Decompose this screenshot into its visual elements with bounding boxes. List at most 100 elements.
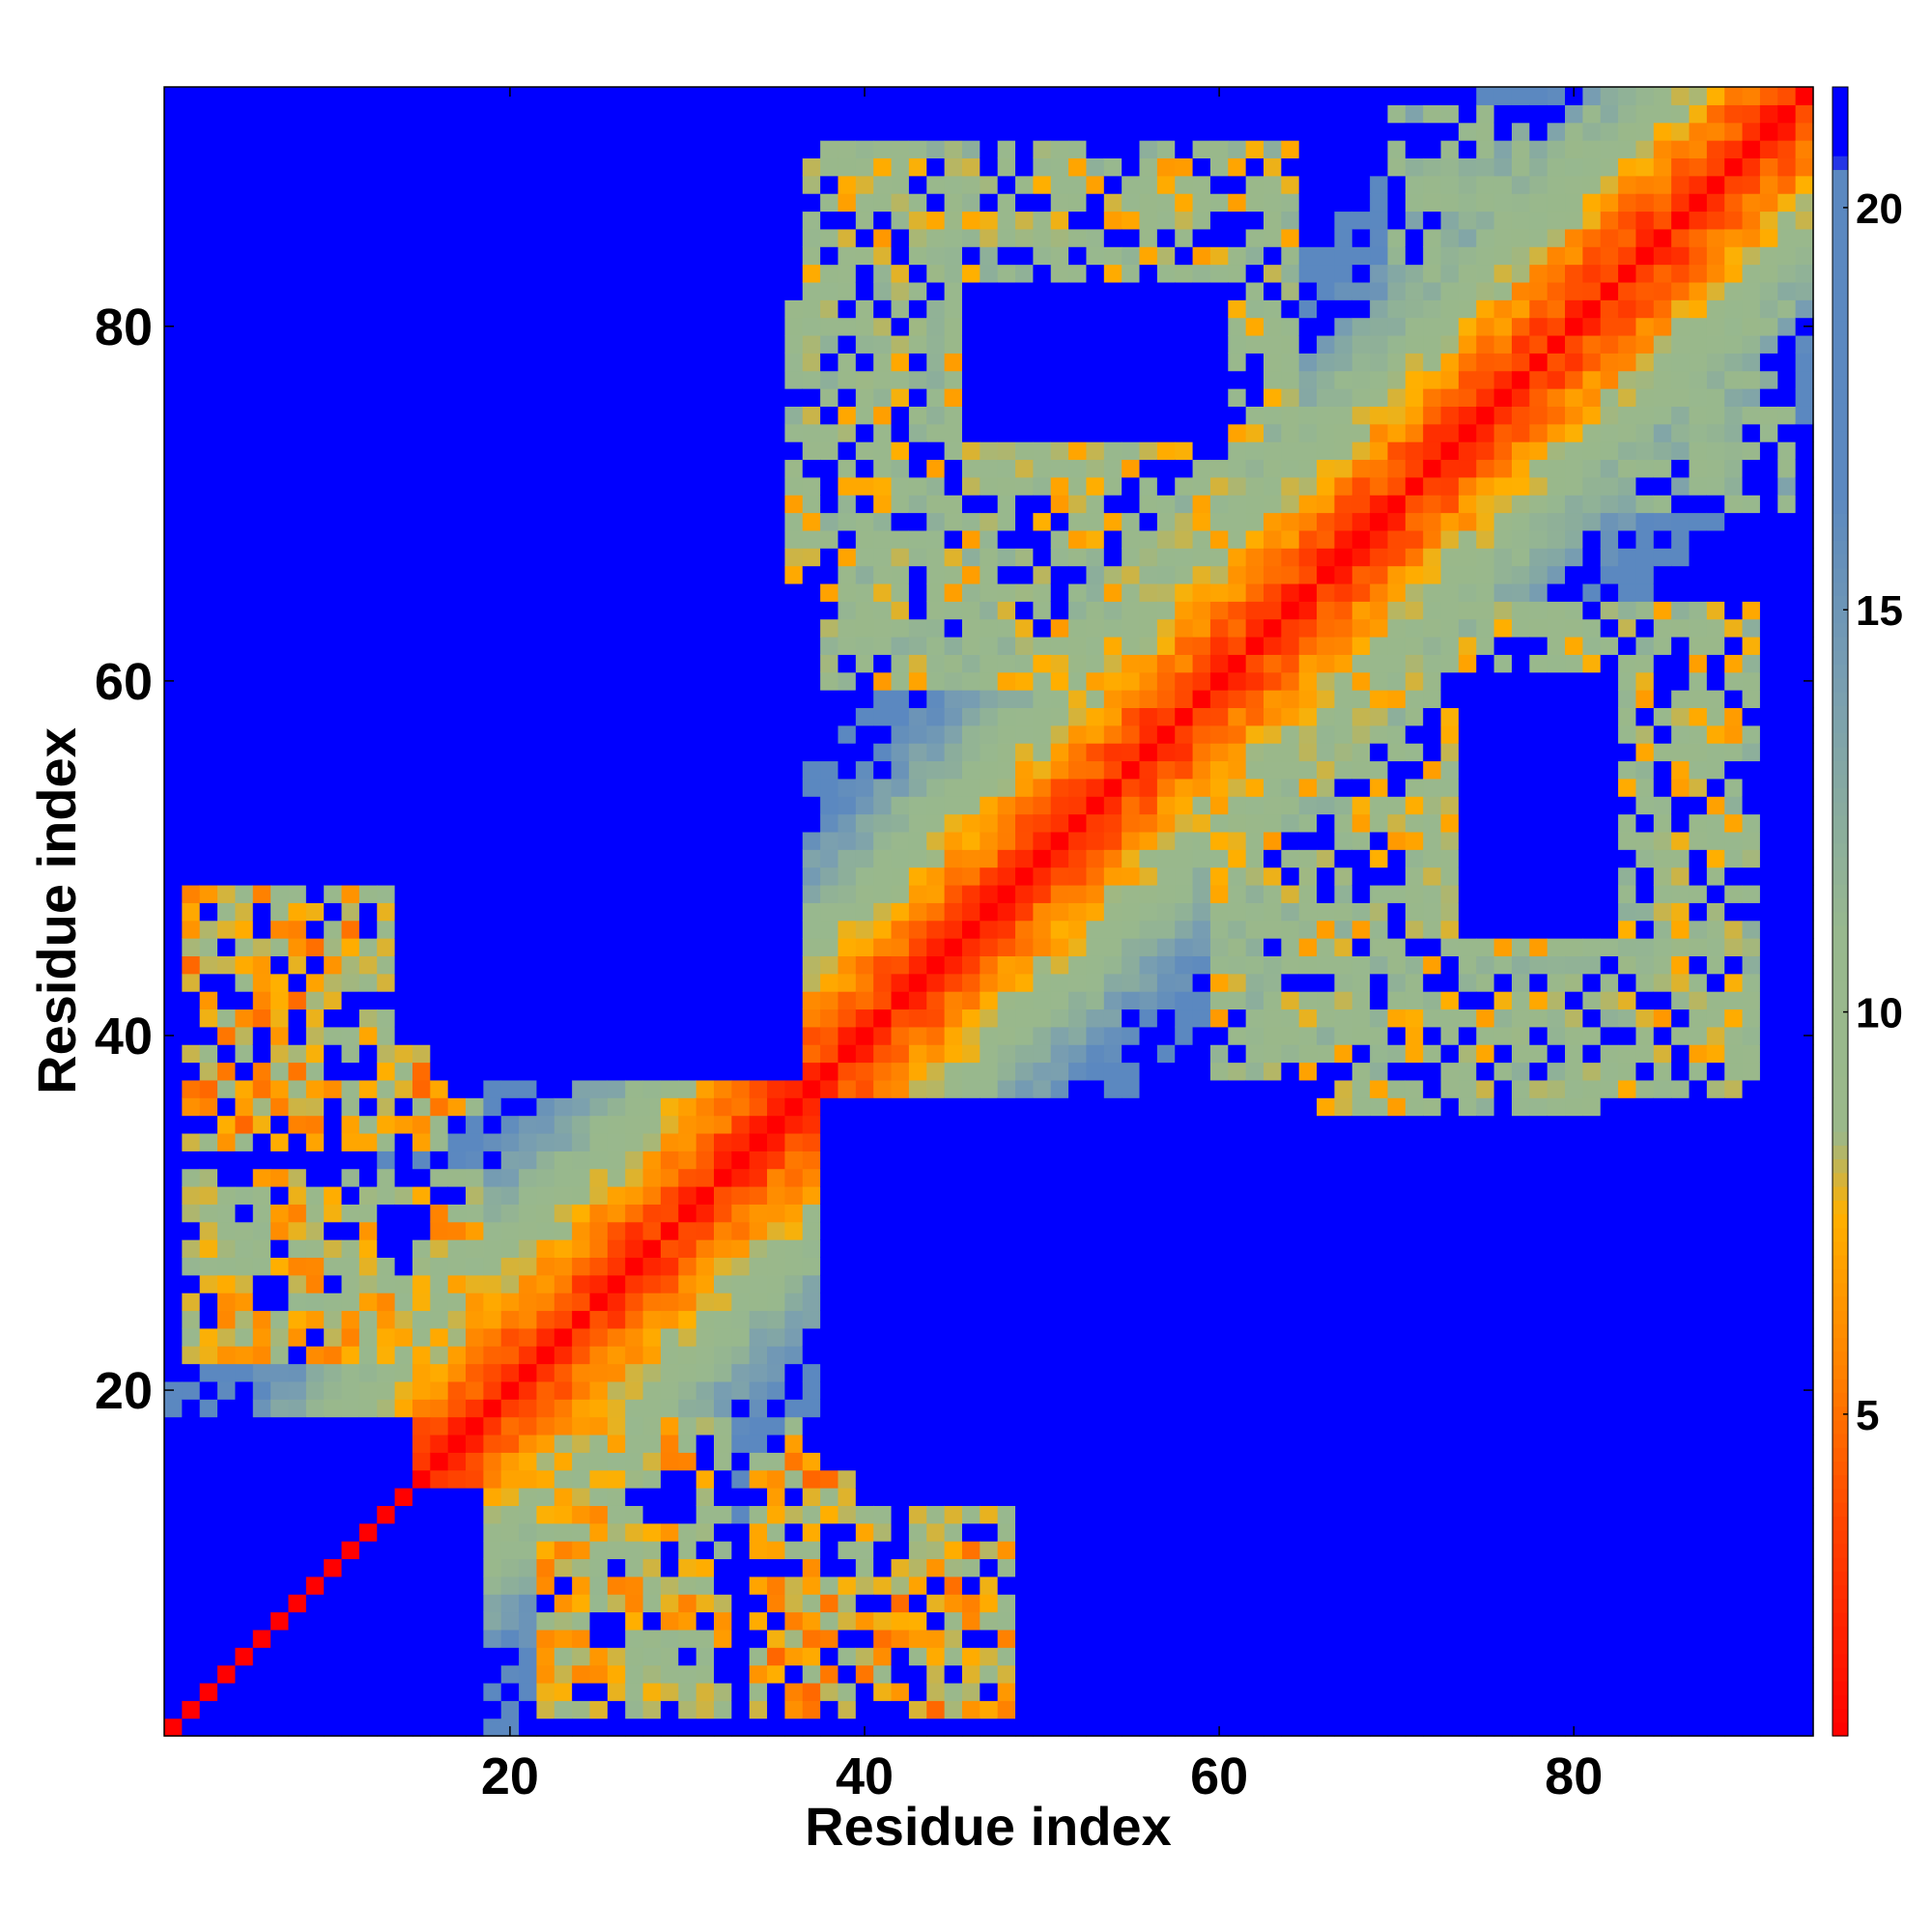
heatmap-cell: [288, 1664, 307, 1684]
heatmap-cell: [1086, 618, 1105, 638]
heatmap-cell: [944, 582, 963, 602]
heatmap-cell: [749, 1079, 768, 1098]
heatmap-cell: [980, 1132, 999, 1151]
heatmap-cell: [519, 1274, 538, 1293]
heatmap-cell: [270, 1257, 290, 1276]
heatmap-cell: [696, 1310, 715, 1329]
heatmap-cell: [182, 459, 201, 478]
heatmap-cell: [519, 1363, 538, 1382]
heatmap-cell: [642, 1257, 662, 1276]
heatmap-cell: [997, 671, 1016, 691]
heatmap-cell: [607, 920, 626, 939]
heatmap-cell: [625, 1576, 644, 1595]
heatmap-cell: [731, 1239, 751, 1259]
heatmap-cell: [696, 87, 715, 105]
heatmap-cell: [589, 1186, 609, 1205]
heatmap-cell: [820, 157, 839, 177]
heatmap-cell: [767, 991, 786, 1010]
heatmap-cell: [980, 1576, 999, 1595]
heatmap-cell: [820, 1416, 839, 1435]
heatmap-cell: [714, 654, 732, 673]
heatmap-cell: [412, 938, 431, 956]
heatmap-cell: [961, 1399, 980, 1418]
heatmap-cell: [394, 1647, 413, 1666]
heatmap-cell: [625, 1452, 644, 1471]
heatmap-cell: [802, 264, 821, 283]
heatmap-cell: [908, 157, 927, 177]
heatmap-cell: [855, 1682, 874, 1701]
heatmap-cell: [660, 1505, 679, 1524]
heatmap-cell: [980, 122, 999, 141]
heatmap-cell: [394, 1558, 413, 1577]
heatmap-cell: [483, 831, 502, 850]
heatmap-cell: [873, 334, 893, 354]
heatmap-cell: [908, 1327, 927, 1347]
heatmap-cell: [908, 87, 927, 105]
heatmap-cell: [412, 991, 431, 1010]
heatmap-cell: [466, 1434, 484, 1453]
heatmap-cell: [252, 1186, 271, 1205]
heatmap-cell: [1086, 1416, 1105, 1435]
heatmap-cell: [678, 849, 697, 868]
heatmap-cell: [820, 724, 839, 744]
heatmap-cell: [696, 1186, 715, 1205]
heatmap-cell: [305, 1274, 325, 1293]
heatmap-cell: [500, 778, 520, 797]
heatmap-cell: [926, 388, 946, 407]
heatmap-cell: [1050, 565, 1069, 584]
heatmap-cell: [1050, 1204, 1069, 1223]
heatmap-cell: [980, 1629, 999, 1648]
heatmap-cell: [164, 884, 183, 903]
heatmap-cell: [447, 211, 467, 230]
heatmap-cell: [519, 1293, 538, 1312]
heatmap-cell: [873, 813, 893, 833]
heatmap-cell: [980, 1488, 999, 1506]
heatmap-cell: [572, 1700, 591, 1719]
heatmap-cell: [1015, 831, 1034, 850]
heatmap-cell: [749, 1346, 768, 1365]
heatmap-cell: [802, 1327, 821, 1347]
heatmap-cell: [714, 1346, 732, 1365]
heatmap-cell: [554, 1274, 573, 1293]
heatmap-cell: [394, 849, 413, 868]
heatmap-cell: [926, 1204, 946, 1223]
heatmap-cell: [838, 1327, 857, 1347]
heatmap-cell: [607, 299, 626, 319]
heatmap-cell: [1050, 529, 1069, 549]
heatmap-cell: [767, 690, 786, 709]
heatmap-cell: [625, 1346, 644, 1365]
heatmap-cell: [1033, 1239, 1052, 1259]
heatmap-cell: [1050, 1221, 1069, 1240]
heatmap-cell: [199, 1168, 218, 1187]
heatmap-cell: [447, 1327, 467, 1347]
heatmap-cell: [377, 1664, 396, 1684]
heatmap-cell: [377, 1611, 396, 1631]
heatmap-cell: [394, 476, 413, 496]
heatmap-cell: [182, 1186, 201, 1205]
heatmap-cell: [500, 388, 520, 407]
heatmap-cell: [182, 743, 201, 762]
heatmap-cell: [500, 1363, 520, 1382]
heatmap-cell: [572, 388, 591, 407]
heatmap-cell: [519, 1505, 538, 1524]
heatmap-cell: [660, 1097, 679, 1117]
heatmap-cell: [500, 334, 520, 354]
heatmap-cell: [235, 707, 254, 726]
heatmap-cell: [802, 1221, 821, 1240]
heatmap-cell: [199, 175, 218, 194]
heatmap-cell: [554, 193, 573, 213]
heatmap-cell: [926, 529, 946, 549]
heatmap-cell: [235, 1026, 254, 1045]
heatmap-cell: [466, 370, 484, 389]
heatmap-cell: [1086, 743, 1105, 762]
heatmap-cell: [483, 264, 502, 283]
heatmap-cell: [891, 1327, 910, 1347]
heatmap-cell: [554, 1416, 573, 1435]
heatmap-cell: [607, 495, 626, 514]
heatmap-cell: [182, 299, 201, 319]
heatmap-cell: [589, 441, 609, 461]
heatmap-cell: [997, 228, 1016, 247]
heatmap-cell: [554, 690, 573, 709]
heatmap-cell: [430, 1718, 449, 1737]
heatmap-cell: [1050, 299, 1069, 319]
